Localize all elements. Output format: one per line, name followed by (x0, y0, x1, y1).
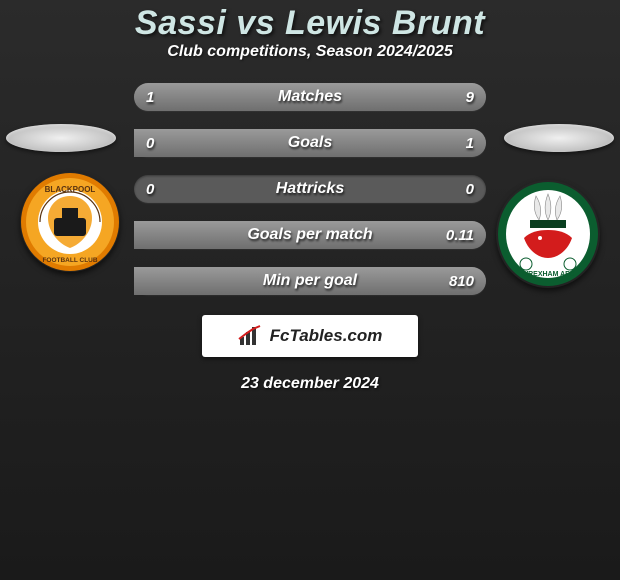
player-right-disc (504, 124, 614, 152)
stat-value-right: 810 (449, 267, 474, 295)
stat-row-min-per-goal: Min per goal 810 (134, 267, 486, 295)
club-badge-right: WREXHAM AFC (496, 180, 600, 288)
generation-date: 23 december 2024 (0, 375, 620, 393)
stats-block: 1 Matches 9 0 Goals 1 0 Hattricks 0 Goal… (134, 83, 486, 295)
stat-label: Min per goal (134, 267, 486, 295)
player-left-disc (6, 124, 116, 152)
stat-value-right: 0.11 (446, 221, 474, 249)
svg-text:FOOTBALL CLUB: FOOTBALL CLUB (42, 257, 97, 264)
stat-label: Hattricks (134, 175, 486, 203)
comparison-subtitle: Club competitions, Season 2024/2025 (0, 43, 620, 61)
stat-label: Goals (134, 129, 486, 157)
attribution-text: FcTables.com (270, 326, 383, 346)
stat-value-right: 1 (466, 129, 474, 157)
stat-row-matches: 1 Matches 9 (134, 83, 486, 111)
stat-value-right: 9 (466, 83, 474, 111)
stat-label: Goals per match (134, 221, 486, 249)
comparison-title: Sassi vs Lewis Brunt (0, 4, 620, 43)
stat-row-hattricks: 0 Hattricks 0 (134, 175, 486, 203)
bar-chart-icon (238, 325, 264, 347)
club-badge-left: BLACKPOOL FOOTBALL CLUB (20, 172, 120, 272)
stat-label: Matches (134, 83, 486, 111)
stat-row-goals: 0 Goals 1 (134, 129, 486, 157)
stat-value-right: 0 (466, 175, 474, 203)
svg-text:BLACKPOOL: BLACKPOOL (45, 185, 96, 194)
stat-row-goals-per-match: Goals per match 0.11 (134, 221, 486, 249)
attribution-logo: FcTables.com (202, 315, 418, 357)
svg-text:WREXHAM AFC: WREXHAM AFC (521, 271, 574, 278)
